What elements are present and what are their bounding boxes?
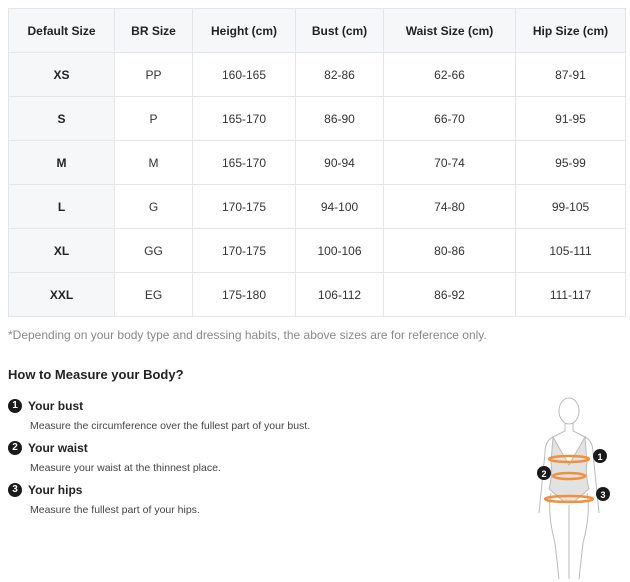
table-cell: 86-92 — [383, 272, 516, 317]
table-cell: 95-99 — [515, 140, 626, 185]
table-row: XL GG 170-175 100-106 80-86 105-111 — [8, 228, 626, 273]
col-header: Default Size — [8, 8, 115, 53]
reference-note: *Depending on your body type and dressin… — [8, 328, 487, 342]
table-cell: 175-180 — [192, 272, 296, 317]
col-header: Height (cm) — [192, 8, 296, 53]
svg-text:1: 1 — [597, 452, 602, 462]
table-row: L G 170-175 94-100 74-80 99-105 — [8, 184, 626, 229]
table-cell: 99-105 — [515, 184, 626, 229]
svg-text:2: 2 — [541, 469, 546, 479]
table-row: M M 165-170 90-94 70-74 95-99 — [8, 140, 626, 185]
table-cell: 165-170 — [192, 96, 296, 141]
table-cell: P — [114, 96, 193, 141]
table-cell: XS — [8, 52, 115, 97]
step-bust: 1 Your bust Measure the circumference ove… — [8, 397, 310, 432]
table-cell: 111-117 — [515, 272, 626, 317]
table-cell: 82-86 — [295, 52, 384, 97]
table-cell: XL — [8, 228, 115, 273]
table-cell: M — [8, 140, 115, 185]
table-cell: 91-95 — [515, 96, 626, 141]
table-cell: EG — [114, 272, 193, 317]
table-header-row: Default Size BR Size Height (cm) Bust (c… — [8, 8, 626, 53]
table-cell: M — [114, 140, 193, 185]
step-waist: 2 Your waist Measure your waist at the th… — [8, 439, 221, 474]
table-cell: 100-106 — [295, 228, 384, 273]
col-header: Bust (cm) — [295, 8, 384, 53]
table-cell: 170-175 — [192, 228, 296, 273]
marker-badges: 1 2 3 — [537, 449, 610, 501]
step-number-badge: 1 — [8, 398, 22, 413]
step-hips: 3 Your hips Measure the fullest part of y… — [8, 481, 200, 516]
table-cell: 160-165 — [192, 52, 296, 97]
table-row: S P 165-170 86-90 66-70 91-95 — [8, 96, 626, 141]
table-row: XXL EG 175-180 106-112 86-92 111-117 — [8, 272, 626, 317]
table-cell: L — [8, 184, 115, 229]
table-cell: PP — [114, 52, 193, 97]
step-number-badge: 2 — [8, 440, 22, 455]
col-header: Hip Size (cm) — [515, 8, 626, 53]
table-cell: S — [8, 96, 115, 141]
measure-title: How to Measure your Body? — [8, 367, 184, 382]
table-cell: 165-170 — [192, 140, 296, 185]
table-cell: 87-91 — [515, 52, 626, 97]
col-header: Waist Size (cm) — [383, 8, 516, 53]
table-cell: 80-86 — [383, 228, 516, 273]
table-cell: 62-66 — [383, 52, 516, 97]
table-cell: 170-175 — [192, 184, 296, 229]
table-cell: 74-80 — [383, 184, 516, 229]
table-cell: 106-112 — [295, 272, 384, 317]
step-description: Measure the fullest part of your hips. — [30, 504, 200, 516]
svg-text:3: 3 — [600, 490, 605, 500]
step-description: Measure your waist at the thinnest place… — [30, 462, 221, 474]
table-cell: G — [114, 184, 193, 229]
step-description: Measure the circumference over the fulle… — [30, 420, 311, 432]
table-cell: XXL — [8, 272, 115, 317]
table-cell: GG — [114, 228, 193, 273]
table-cell: 66-70 — [383, 96, 516, 141]
step-title: Your hips — [28, 482, 83, 497]
step-number-badge: 3 — [8, 482, 22, 497]
col-header: BR Size — [114, 8, 193, 53]
step-title: Your bust — [28, 398, 84, 413]
table-cell: 70-74 — [383, 140, 516, 185]
body-measurement-illustration: 1 2 3 — [537, 397, 610, 580]
table-row: XS PP 160-165 82-86 62-66 87-91 — [8, 52, 626, 97]
step-title: Your waist — [28, 440, 88, 455]
size-chart-table: Default Size BR Size Height (cm) Bust (c… — [8, 8, 626, 317]
table-cell: 105-111 — [515, 228, 626, 273]
table-cell: 90-94 — [295, 140, 384, 185]
table-cell: 94-100 — [295, 184, 384, 229]
table-cell: 86-90 — [295, 96, 384, 141]
